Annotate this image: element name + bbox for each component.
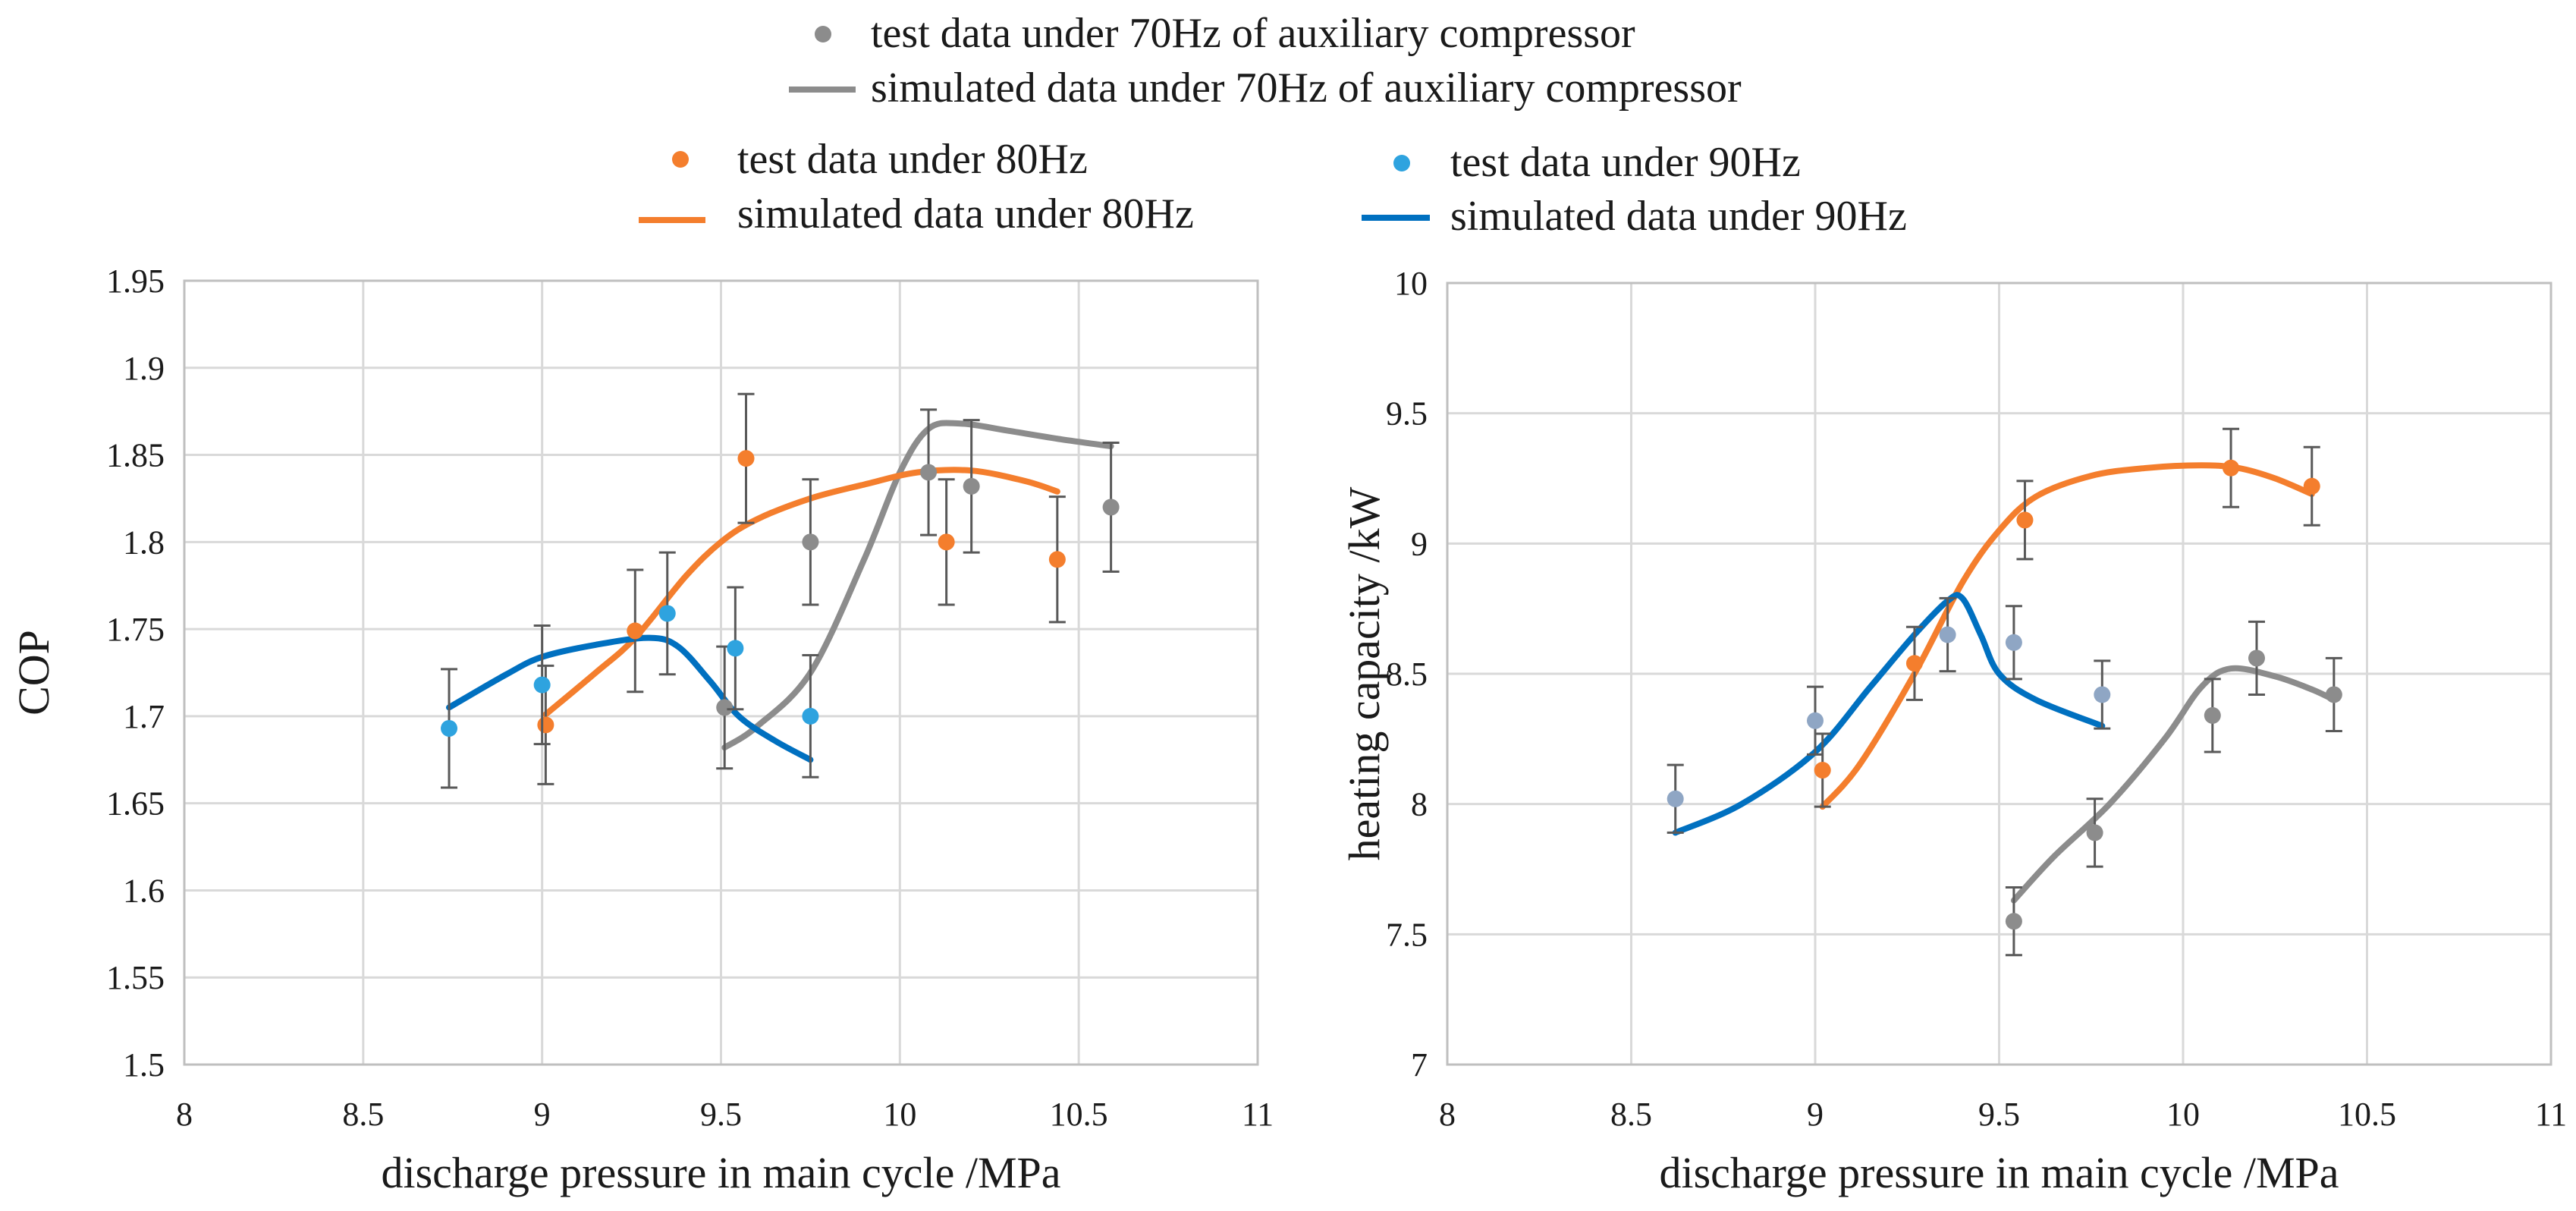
legend: test data under 70Hz of auxiliary compre… (639, 10, 1907, 240)
heating-y-tick-label: 7.5 (1386, 916, 1428, 953)
cop-x-tick-label: 8.5 (342, 1096, 384, 1133)
heating-y-axis-label: heating capacity /kW (1340, 486, 1389, 860)
heating-point-s70 (2248, 650, 2265, 667)
cop-y-axis-label: COP (9, 630, 58, 716)
heating-point-s70 (2086, 824, 2103, 841)
heating-x-tick-label: 9.5 (1978, 1096, 2020, 1133)
cop-point-s90 (533, 676, 551, 694)
heating-capacity-chart: 8 8.5 9 9.5 10 10.5 11 7 7.5 8 8.5 9 9.5 10 discharg… (1340, 265, 2567, 1197)
cop-curve-s90 (446, 634, 814, 763)
cop-y-tick-label: 1.9 (123, 350, 165, 387)
cop-y-tick-label: 1.7 (123, 698, 165, 735)
heating-plot-frame (1446, 282, 2552, 1066)
cop-simulated-curves (446, 420, 1114, 763)
cop-point-s70 (802, 533, 819, 551)
cop-point-s80 (938, 533, 955, 551)
heating-point-s90 (1939, 626, 1956, 643)
cop-y-tick-label: 1.95 (106, 263, 165, 300)
cop-y-tick-label: 1.6 (123, 872, 165, 909)
cop-x-tick-label: 10.5 (1050, 1096, 1108, 1133)
heating-x-tick-label: 10 (2166, 1096, 2200, 1133)
cop-point-s70 (1102, 499, 1120, 516)
cop-point-s70 (716, 699, 734, 716)
heating-curve-s70 (2010, 665, 2337, 904)
heating-point-s80 (2303, 477, 2320, 495)
heating-point-s70 (2005, 913, 2022, 930)
cop-point-s80 (537, 716, 554, 734)
cop-curve-s80 (542, 467, 1060, 718)
cop-point-s80 (627, 622, 644, 640)
heating-x-tick-label: 11 (2535, 1096, 2567, 1133)
cop-x-tick-label: 8 (176, 1096, 193, 1133)
cop-y-tick-labels: 1.5 1.55 1.6 1.65 1.7 1.75 1.8 1.85 1.9 1.95 (106, 263, 165, 1084)
heating-y-tick-label: 8.5 (1386, 656, 1428, 693)
heating-point-s80 (2016, 511, 2034, 529)
heating-x-axis-label: discharge pressure in main cycle /MPa (1659, 1148, 2339, 1197)
cop-plot-frame (183, 279, 1259, 1066)
heating-point-s80 (1814, 762, 1831, 779)
cop-y-tick-label: 1.8 (123, 524, 165, 561)
heating-x-tick-label: 9 (1807, 1096, 1824, 1133)
heating-curve-s90 (1672, 592, 2106, 836)
heating-y-tick-label: 7 (1411, 1046, 1428, 1084)
heating-simulated-curves (1672, 462, 2337, 904)
heating-y-tick-label: 9.5 (1386, 395, 1428, 432)
cop-gridlines (183, 279, 1259, 1066)
heating-point-s70 (2325, 686, 2342, 703)
heating-test-points (1667, 427, 2342, 957)
heating-x-tick-label: 8.5 (1610, 1096, 1652, 1133)
cop-point-s90 (802, 707, 819, 725)
legend-marker-test80 (672, 151, 689, 168)
cop-y-tick-label: 1.85 (106, 437, 165, 474)
cop-x-tick-label: 9 (534, 1096, 551, 1133)
cop-point-s80 (737, 450, 755, 467)
cop-x-tick-label: 11 (1242, 1096, 1274, 1133)
heating-y-tick-label: 9 (1411, 525, 1428, 562)
heating-x-tick-label: 8 (1439, 1096, 1456, 1133)
cop-point-s70 (920, 464, 938, 481)
cop-curve-s70 (721, 420, 1114, 751)
cop-point-s90 (658, 605, 676, 622)
heating-x-tick-label: 10.5 (2338, 1096, 2396, 1133)
heating-point-s90 (1667, 790, 1684, 807)
heating-point-s90 (1807, 712, 1824, 729)
legend-label-sim90: simulated data under 90Hz (1450, 193, 1907, 240)
legend-label-sim80: simulated data under 80Hz (737, 190, 1194, 237)
cop-x-tick-label: 10 (883, 1096, 916, 1133)
cop-x-tick-labels: 8 8.5 9 9.5 10 10.5 11 (176, 1096, 1274, 1133)
legend-label-test70: test data under 70Hz of auxiliary compre… (871, 10, 1635, 57)
cop-point-s90 (441, 719, 458, 737)
legend-marker-test70 (815, 26, 831, 42)
legend-marker-test90 (1393, 155, 1410, 171)
legend-label-test90: test data under 90Hz (1450, 139, 1801, 186)
cop-x-tick-label: 9.5 (700, 1096, 742, 1133)
cop-y-tick-label: 1.5 (123, 1046, 165, 1084)
heating-y-tick-labels: 7 7.5 8 8.5 9 9.5 10 (1386, 265, 1428, 1084)
cop-y-tick-label: 1.55 (106, 959, 165, 996)
heating-x-tick-labels: 8 8.5 9 9.5 10 10.5 11 (1439, 1096, 2567, 1133)
cop-point-s80 (1048, 551, 1066, 568)
cop-y-tick-label: 1.75 (106, 611, 165, 648)
heating-point-s90 (2094, 686, 2111, 703)
cop-point-s70 (963, 477, 980, 495)
heating-point-s80 (1905, 655, 1923, 672)
cop-y-tick-label: 1.65 (106, 785, 165, 823)
cop-x-axis-label: discharge pressure in main cycle /MPa (381, 1148, 1060, 1197)
heating-y-tick-label: 8 (1411, 786, 1428, 823)
cop-point-s90 (727, 640, 744, 657)
heating-curve-s80 (1819, 462, 2315, 810)
heating-point-s70 (2204, 706, 2221, 724)
legend-label-sim70: simulated data under 70Hz of auxiliary c… (871, 64, 1742, 112)
legend-label-test80: test data under 80Hz (737, 136, 1088, 183)
cop-test-points (441, 392, 1120, 789)
cop-chart: 8 8.5 9 9.5 10 10.5 11 1.51.551.61.651.71.751.… (9, 263, 1274, 1197)
heating-point-s90 (2005, 634, 2022, 651)
heating-point-s80 (2223, 459, 2240, 477)
heating-y-tick-label: 10 (1394, 265, 1428, 302)
